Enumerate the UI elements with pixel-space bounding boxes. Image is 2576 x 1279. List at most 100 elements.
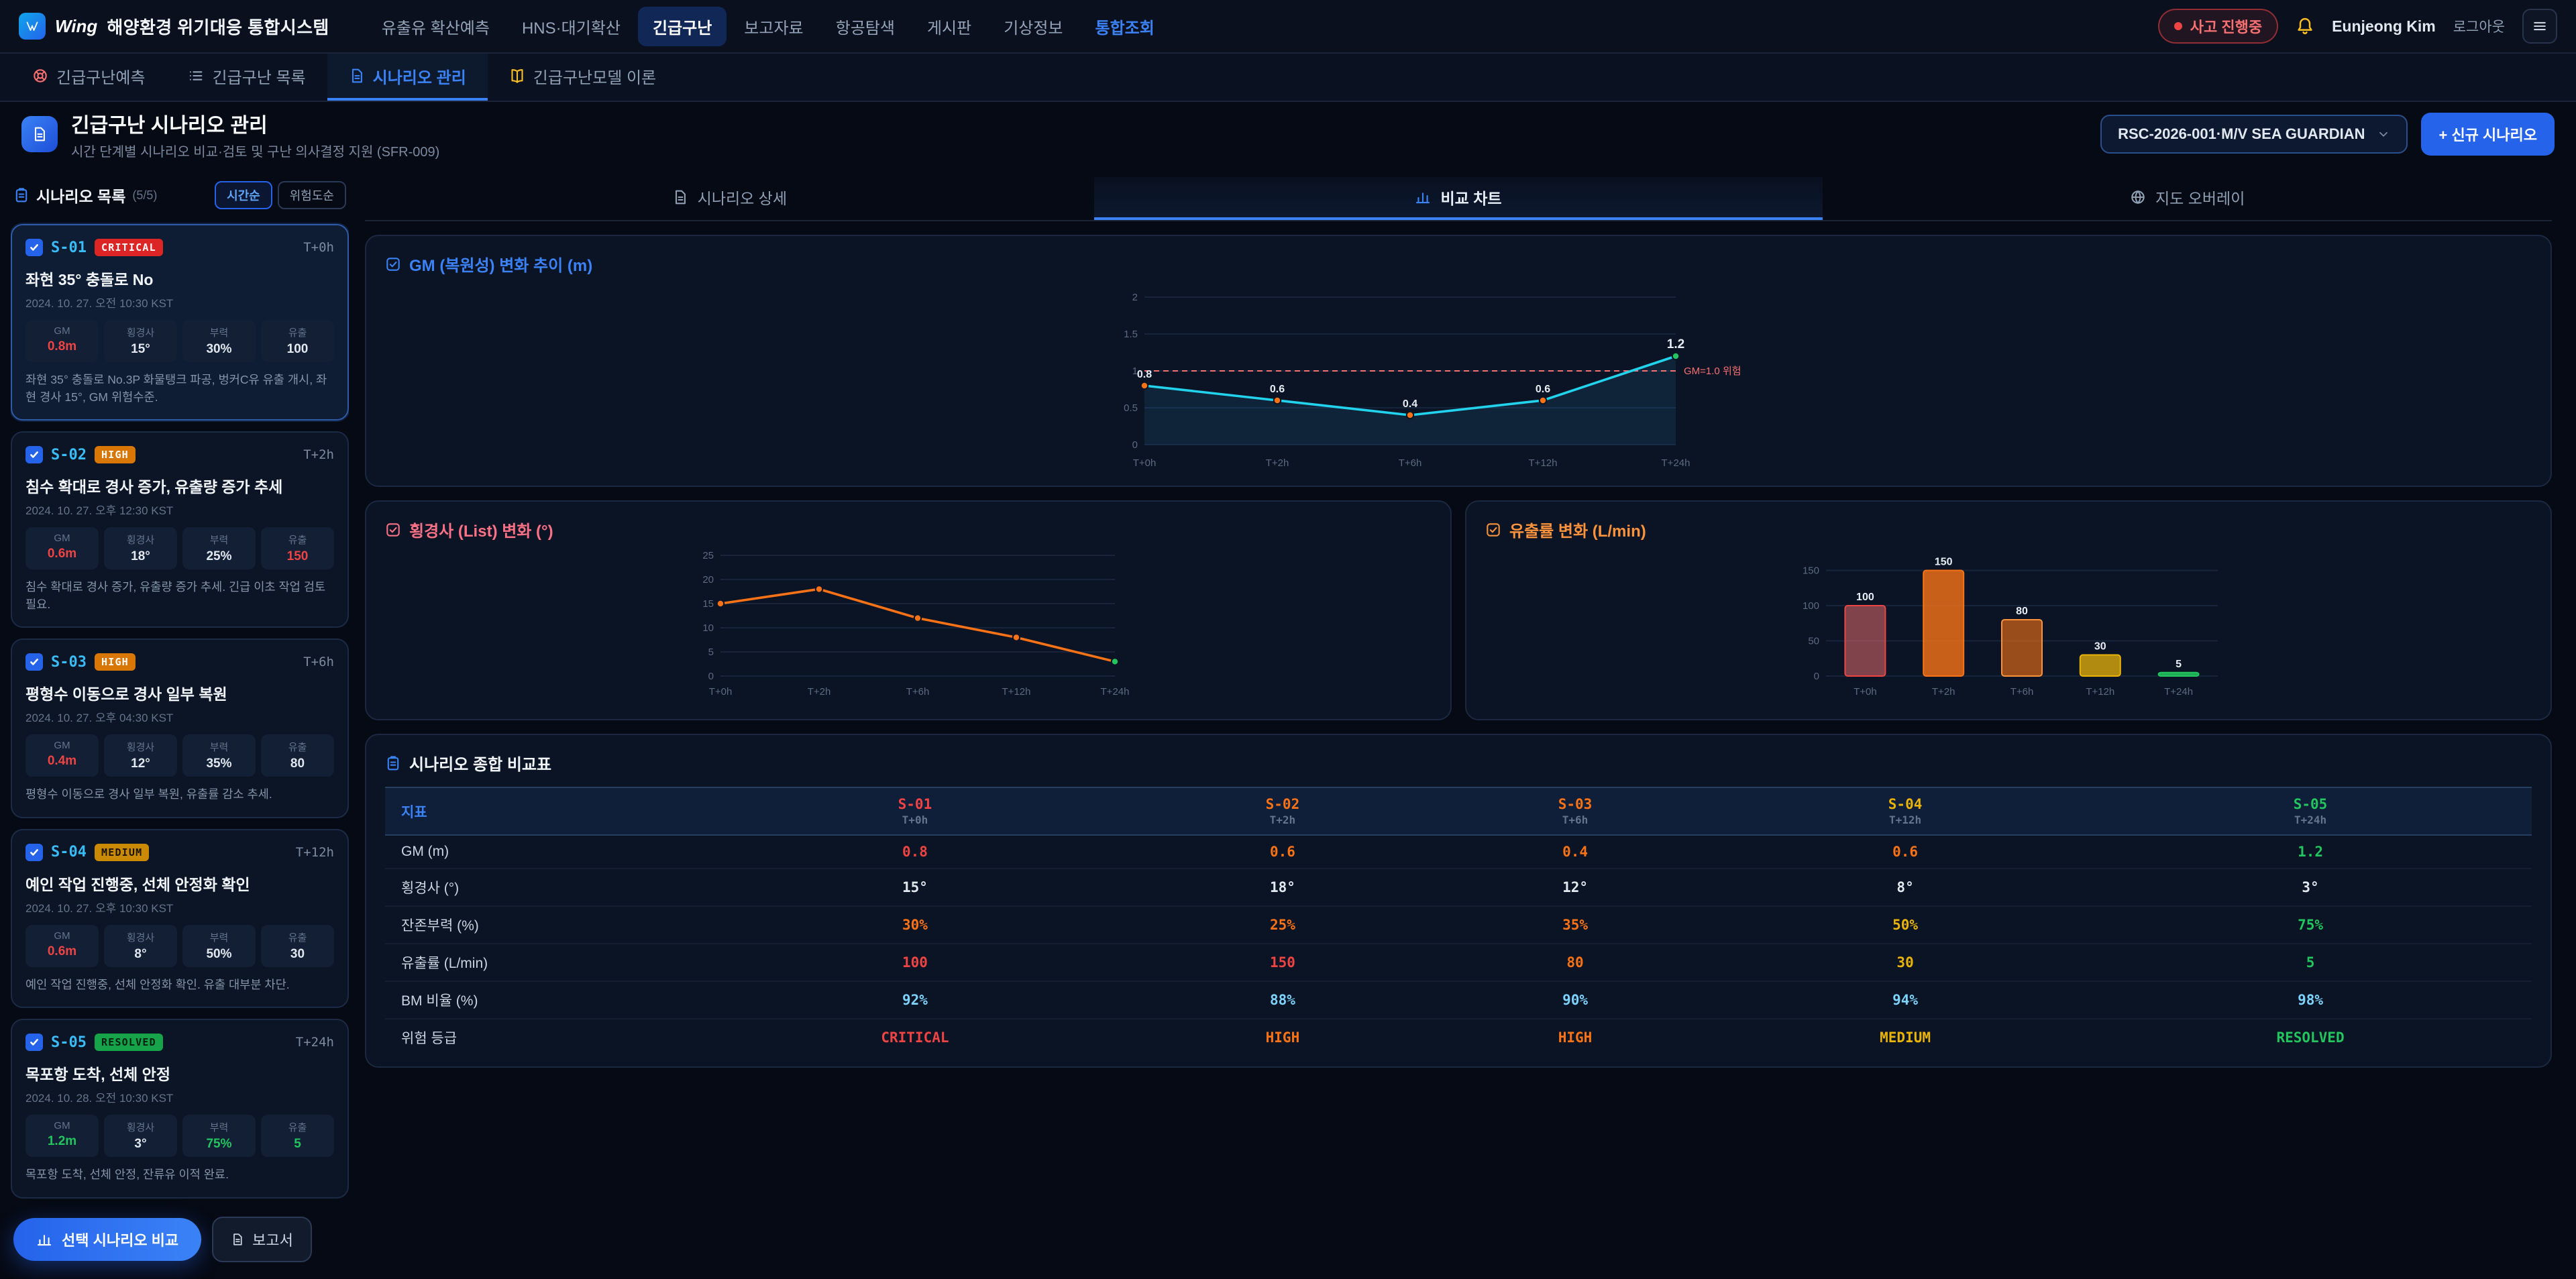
svg-text:T+12h: T+12h [1002, 686, 1031, 698]
svg-text:0.6: 0.6 [1270, 384, 1285, 395]
nav-item-2[interactable]: 긴급구난 [637, 6, 727, 46]
svg-text:0: 0 [1132, 439, 1138, 451]
metric-value: CRITICAL [881, 1030, 949, 1046]
app-title: 해양환경 위기대응 통합시스템 [107, 17, 329, 38]
metric-value: 150 [1136, 944, 1429, 982]
scenario-column-header: S-02 T+2h [1136, 787, 1429, 836]
list-chart-title: 횡경사 (List) 변화 (°) [409, 522, 553, 541]
scenario-description: 목포항 도착, 선체 안정, 잔류유 이적 완료. [25, 1168, 229, 1181]
content-tab-0[interactable]: 시나리오 상세 [365, 177, 1094, 220]
table-row: 횡경사 (°) 15° 18° 12° 8° 3° [385, 869, 2532, 907]
menu-button[interactable] [2522, 9, 2557, 44]
scenario-checkbox[interactable] [25, 446, 43, 463]
scenario-card-S-04[interactable]: S-04 MEDIUM T+12h 예인 작업 진행중, 선체 안정화 확인 2024.… [11, 828, 349, 1008]
sort-by-risk-button[interactable]: 위험도순 [277, 181, 346, 209]
nav-item-1[interactable]: HNS·대기확산 [521, 19, 621, 38]
nav-item-6[interactable]: 기상정보 [1004, 19, 1063, 38]
footer-actions: 선택 시나리오 비교 보고서 [13, 1217, 312, 1262]
report-button[interactable]: 보고서 [212, 1217, 312, 1262]
subtab-2[interactable]: 시나리오 관리 [327, 54, 488, 101]
content-tab-2[interactable]: 지도 오버레이 [1823, 177, 2552, 220]
gm-chart-title: GM (복원성) 변화 추이 (m) [409, 257, 593, 275]
svg-text:20: 20 [702, 574, 714, 586]
spill-chart-title: 유출률 변화 (L/min) [1509, 522, 1646, 541]
scenario-checkbox[interactable] [25, 1034, 43, 1051]
check-square-icon [1487, 522, 1500, 537]
scenario-stat: 부력 75% [182, 1115, 256, 1157]
svg-text:100: 100 [1856, 592, 1874, 603]
bell-icon [2298, 17, 2312, 34]
chevron-down-icon [2379, 131, 2388, 137]
sort-by-time-button[interactable]: 시간순 [215, 181, 272, 209]
doc-icon [231, 1233, 244, 1246]
svg-text:30: 30 [2094, 641, 2106, 652]
nav-item-4[interactable]: 항공탐색 [835, 19, 895, 38]
nav-item-3[interactable]: 보고자료 [744, 19, 804, 38]
logout-button[interactable]: 로그아웃 [2453, 19, 2505, 35]
notification-bell-button[interactable] [2296, 17, 2314, 36]
metric-value: HIGH [1558, 1030, 1593, 1046]
half-charts-row: 횡경사 (List) 변화 (°) 0 5 10 15 20 25 T+0h T+2h T+6h… [365, 500, 2552, 720]
clipboard-icon [13, 187, 30, 203]
list-chart: 0 5 10 15 20 25 T+0h T+2h T+6h T+12h T+24h [385, 541, 1432, 703]
life-ring-icon [34, 69, 47, 82]
risk-badge: MEDIUM [94, 843, 150, 861]
list-angle-line-chart: 0 5 10 15 20 25 T+0h T+2h T+6h T+12h T+24h [702, 550, 1129, 698]
scenario-column-header: S-03 T+6h [1428, 787, 1722, 836]
svg-text:0.5: 0.5 [1124, 402, 1138, 414]
svg-text:1: 1 [1132, 366, 1138, 377]
subtab-1[interactable]: 긴급구난 목록 [166, 54, 327, 101]
chevron-down-icon [2377, 127, 2390, 141]
incident-status-badge[interactable]: 사고 진행중 [2157, 9, 2279, 44]
vessel-selector[interactable]: RSC-2026-001·M/V SEA GUARDIAN [2100, 115, 2408, 154]
clipboard-icon [15, 188, 28, 203]
map-icon [2131, 190, 2145, 204]
scenario-card-S-02[interactable]: S-02 HIGH T+2h 침수 확대로 경사 증가, 유출량 증가 추세 2024.… [11, 431, 349, 628]
check-square-icon [386, 257, 400, 271]
scenario-stat: GM 0.6m [25, 924, 99, 967]
svg-text:T+2h: T+2h [808, 686, 831, 698]
nav-item-5[interactable]: 게시판 [926, 19, 972, 38]
compare-scenarios-button[interactable]: 선택 시나리오 비교 [13, 1218, 202, 1261]
risk-badge: HIGH [94, 653, 136, 671]
check-icon [30, 451, 38, 458]
check-square-icon [385, 522, 401, 538]
nav-item-7[interactable]: 통합조회 [1095, 19, 1155, 38]
scenario-stat: 부력 30% [182, 320, 256, 362]
wing-logo-icon [26, 21, 38, 32]
risk-badge: RESOLVED [94, 1034, 163, 1051]
scenario-card-S-01[interactable]: S-01 CRITICAL T+0h 좌현 35° 충돌로 No 2024. 10. 2… [11, 224, 349, 421]
scenario-stat: 횡경사 8° [104, 924, 177, 967]
metric-label: 위험 등급 [401, 1031, 458, 1046]
scenario-card-S-03[interactable]: S-03 HIGH T+6h 평형수 이동으로 경사 일부 복원 2024. 10. 2… [11, 638, 349, 818]
scenario-datetime: 2024. 10. 27. 오후 12:30 KST [25, 504, 174, 517]
subtab-0[interactable]: 긴급구난예측 [11, 54, 166, 101]
svg-text:T+0h: T+0h [1854, 686, 1877, 698]
metric-value: 0.6 [1721, 835, 2090, 869]
svg-text:T+0h: T+0h [709, 686, 733, 698]
scenario-checkbox[interactable] [25, 653, 43, 671]
content-tab-1[interactable]: 비교 차트 [1093, 177, 1823, 220]
scenario-checkbox[interactable] [25, 843, 43, 861]
subtab-3[interactable]: 긴급구난모델 이론 [488, 54, 678, 101]
spill-rate-bar-chart: 0 50 100 150 T+0h T+2h T+6h T+12h T+24h 100 150 80 3… [1803, 556, 2218, 698]
metric-label: 횡경사 (°) [385, 869, 694, 907]
compare-scenarios-label: 선택 시나리오 비교 [62, 1232, 179, 1249]
spill-chart-card: 유출률 변화 (L/min) 0 50 100 150 T+0h T+2h T+6h T+12… [1465, 500, 2552, 720]
metric-label: BM 비율 (%) [385, 981, 694, 1019]
main-nav: 유출유 확산예측 HNS·대기확산 긴급구난 보고자료 항공탐색 게시판 기상정보 통합조회 [367, 6, 1169, 46]
scenario-column-header: S-01 T+0h [694, 787, 1136, 836]
table-row: BM 비율 (%) 92% 88% 90% 94% 98% [385, 981, 2532, 1019]
scenario-id: S-02 [51, 446, 87, 463]
nav-item-0[interactable]: 유출유 확산예측 [381, 19, 490, 38]
metric-value: 88% [1136, 981, 1429, 1019]
svg-text:10: 10 [702, 622, 714, 634]
scenario-checkbox[interactable] [25, 239, 43, 256]
scenario-card-S-05[interactable]: S-05 RESOLVED T+24h 목포항 도착, 선체 안정 2024. 10. … [11, 1019, 349, 1199]
new-scenario-button[interactable]: + 신규 시나리오 [2421, 113, 2555, 156]
svg-text:T+2h: T+2h [1266, 457, 1289, 469]
metric-value: MEDIUM [1880, 1030, 1931, 1046]
scenario-stat: 부력 50% [182, 924, 256, 967]
metric-value: RESOLVED [2276, 1030, 2345, 1046]
scenario-column-header: S-04 T+12h [1721, 787, 2090, 836]
